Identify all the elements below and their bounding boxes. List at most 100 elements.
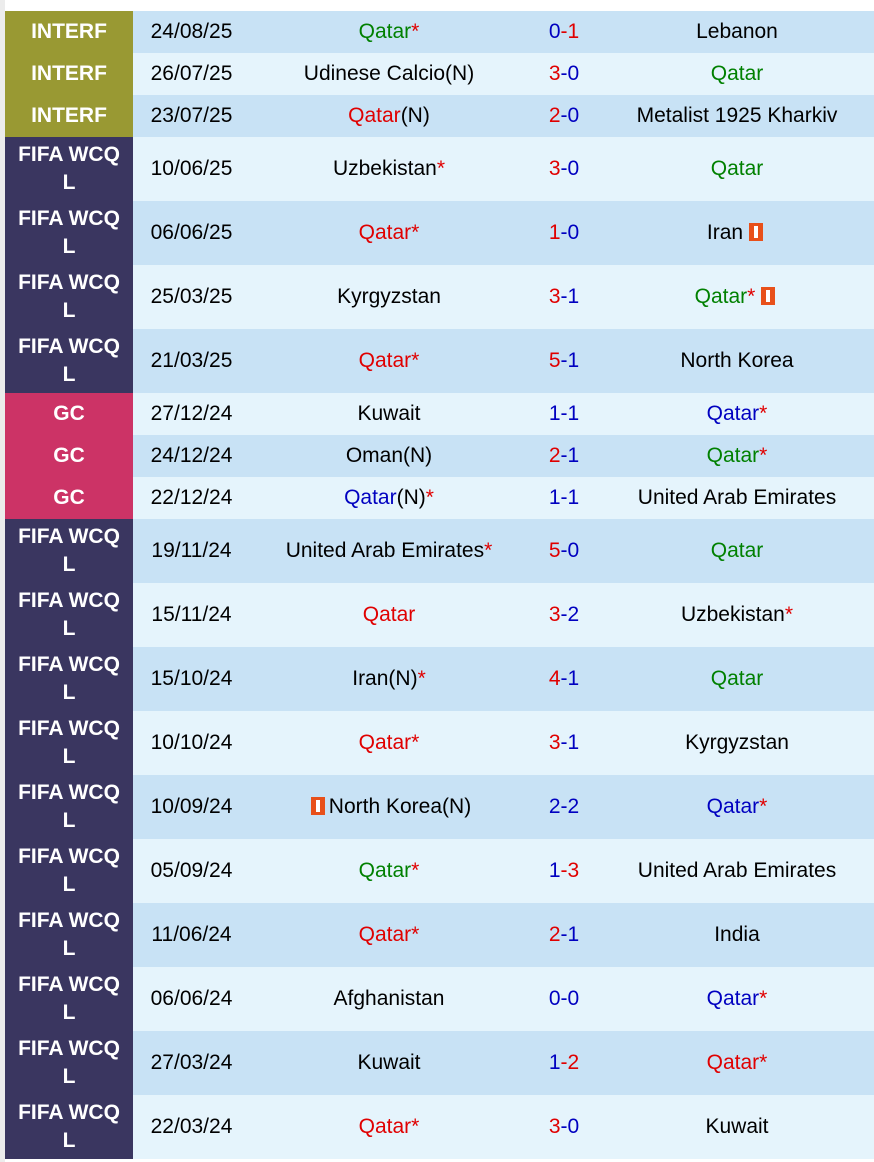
team-name[interactable]: North Korea [328, 795, 443, 818]
team-name[interactable]: Qatar [358, 923, 412, 946]
table-row[interactable]: FIFA WCQ L 15/11/24 Qatar 3-2 Uzbekistan* [5, 583, 874, 647]
team-name[interactable]: Qatar [358, 1115, 412, 1138]
table-row[interactable]: GC 22/12/24 Qatar(N)* 1-1 United Arab Emirat… [5, 477, 874, 519]
team-name[interactable]: Kyrgyzstan [337, 285, 441, 308]
team-name[interactable]: India [714, 923, 760, 946]
match-score[interactable]: 3-1 [528, 731, 600, 755]
team-name[interactable]: United Arab Emirates [637, 486, 837, 509]
match-score[interactable]: 4-1 [528, 667, 600, 691]
table-row[interactable]: FIFA WCQ L 11/06/24 Qatar* 2-1 India [5, 903, 874, 967]
team-name[interactable]: United Arab Emirates [285, 539, 485, 562]
home-marker: * [411, 20, 420, 43]
competition-badge: INTERF [5, 53, 133, 95]
team-name[interactable]: Uzbekistan [332, 157, 437, 180]
team-name[interactable]: Qatar [706, 402, 760, 425]
table-row[interactable]: FIFA WCQ L 25/03/25 Kyrgyzstan 3-1 Qatar* [5, 265, 874, 329]
match-score[interactable]: 2-2 [528, 795, 600, 819]
team-name[interactable]: Qatar [710, 62, 764, 85]
home-marker: * [425, 486, 434, 509]
score-part: -0 [560, 539, 580, 562]
match-score[interactable]: 1-1 [528, 486, 600, 510]
table-row[interactable]: GC 27/12/24 Kuwait 1-1 Qatar* [5, 393, 874, 435]
team-name[interactable]: Uzbekistan [680, 603, 785, 626]
match-score[interactable]: 1-3 [528, 859, 600, 883]
table-row[interactable]: FIFA WCQ L 19/11/24 United Arab Emirates* 5… [5, 519, 874, 583]
team-name[interactable]: Udinese Calcio [303, 62, 446, 85]
table-row[interactable]: FIFA WCQ L 21/03/25 Qatar* 5-1 North Korea [5, 329, 874, 393]
match-date: 25/03/25 [150, 285, 233, 308]
team-name[interactable]: Qatar [706, 987, 760, 1010]
table-row[interactable]: INTERF 26/07/25 Udinese Calcio(N) 3-0 Qatar [5, 53, 874, 95]
match-score[interactable]: 2-1 [528, 444, 600, 468]
score-part: -1 [560, 923, 580, 946]
table-row[interactable]: FIFA WCQ L 10/10/24 Qatar* 3-1 Kyrgyzstan [5, 711, 874, 775]
competition-label: FIFA WCQ L [18, 207, 120, 258]
team-name[interactable]: Qatar [710, 157, 764, 180]
score-part: 1 [548, 859, 561, 882]
match-score[interactable]: 1-2 [528, 1051, 600, 1075]
competition-badge: FIFA WCQ L [5, 711, 133, 775]
away-team: United Arab Emirates [600, 486, 874, 510]
team-name[interactable]: Iran [352, 667, 389, 690]
match-score[interactable]: 3-0 [528, 157, 600, 181]
team-name[interactable]: Qatar [358, 221, 412, 244]
match-score[interactable]: 1-0 [528, 221, 600, 245]
table-row[interactable]: GC 24/12/24 Oman(N) 2-1 Qatar* [5, 435, 874, 477]
team-name[interactable]: Qatar [358, 20, 412, 43]
match-score[interactable]: 2-0 [528, 104, 600, 128]
team-name[interactable]: Qatar [710, 667, 764, 690]
team-name[interactable]: Qatar [706, 444, 760, 467]
table-row[interactable]: INTERF 23/07/25 Qatar(N) 2-0 Metalist 1925 K… [5, 95, 874, 137]
table-row[interactable]: FIFA WCQ L 06/06/24 Afghanistan 0-0 Qatar* [5, 967, 874, 1031]
team-name[interactable]: Metalist 1925 Kharkiv [636, 104, 838, 127]
home-team: Afghanistan [250, 987, 528, 1011]
team-name[interactable]: North Korea [680, 349, 794, 372]
table-row[interactable]: FIFA WCQ L 22/03/24 Qatar* 3-0 Kuwait [5, 1095, 874, 1159]
red-card-icon [310, 797, 325, 815]
team-name[interactable]: Iran [706, 221, 744, 244]
team-name[interactable]: Kuwait [705, 1115, 769, 1138]
match-score[interactable]: 3-0 [528, 62, 600, 86]
competition-badge: FIFA WCQ L [5, 1095, 133, 1159]
match-score[interactable]: 3-0 [528, 1115, 600, 1139]
team-name[interactable]: Qatar [344, 486, 397, 509]
team-name[interactable]: Qatar [362, 603, 416, 626]
home-marker: * [484, 539, 493, 562]
home-team: Qatar* [250, 20, 528, 44]
table-row[interactable]: FIFA WCQ L 10/09/24 North Korea(N) 2-2 Qatar… [5, 775, 874, 839]
match-score[interactable]: 3-2 [528, 603, 600, 627]
away-team: Qatar [600, 667, 874, 691]
table-row[interactable]: FIFA WCQ L 15/10/24 Iran(N)* 4-1 Qatar [5, 647, 874, 711]
match-score[interactable]: 5-0 [528, 539, 600, 563]
match-score[interactable]: 1-1 [528, 402, 600, 426]
team-name[interactable]: United Arab Emirates [637, 859, 837, 882]
team-name[interactable]: Lebanon [696, 20, 778, 43]
team-name[interactable]: Afghanistan [333, 987, 445, 1010]
match-score[interactable]: 2-1 [528, 923, 600, 947]
match-score[interactable]: 0-0 [528, 987, 600, 1011]
table-row[interactable]: FIFA WCQ L 05/09/24 Qatar* 1-3 United Arab E… [5, 839, 874, 903]
team-name[interactable]: Kuwait [357, 402, 421, 425]
table-row[interactable]: FIFA WCQ L 10/06/25 Uzbekistan* 3-0 Qatar [5, 137, 874, 201]
team-name[interactable]: Kuwait [357, 1051, 421, 1074]
team-name[interactable]: Qatar [706, 795, 760, 818]
team-name[interactable]: Qatar [706, 1051, 760, 1074]
team-name[interactable]: Kyrgyzstan [685, 731, 789, 754]
match-score[interactable]: 5-1 [528, 349, 600, 373]
table-row[interactable]: INTERF 24/08/25 Qatar* 0-1 Lebanon [5, 11, 874, 53]
team-name[interactable]: Qatar [358, 349, 412, 372]
match-score[interactable]: 3-1 [528, 285, 600, 309]
team-name[interactable]: Qatar [348, 104, 401, 127]
competition-badge: GC [5, 393, 133, 435]
competition-badge: FIFA WCQ L [5, 647, 133, 711]
match-date: 15/10/24 [150, 667, 233, 690]
table-row[interactable]: FIFA WCQ L 06/06/25 Qatar* 1-0 Iran [5, 201, 874, 265]
team-name[interactable]: Qatar [694, 285, 748, 308]
match-score[interactable]: 0-1 [528, 20, 600, 44]
table-row[interactable]: FIFA WCQ L 27/03/24 Kuwait 1-2 Qatar* [5, 1031, 874, 1095]
team-name[interactable]: Qatar [358, 859, 412, 882]
team-name[interactable]: Oman [345, 444, 404, 467]
team-name[interactable]: Qatar [710, 539, 764, 562]
home-team: Uzbekistan* [250, 157, 528, 181]
team-name[interactable]: Qatar [358, 731, 412, 754]
